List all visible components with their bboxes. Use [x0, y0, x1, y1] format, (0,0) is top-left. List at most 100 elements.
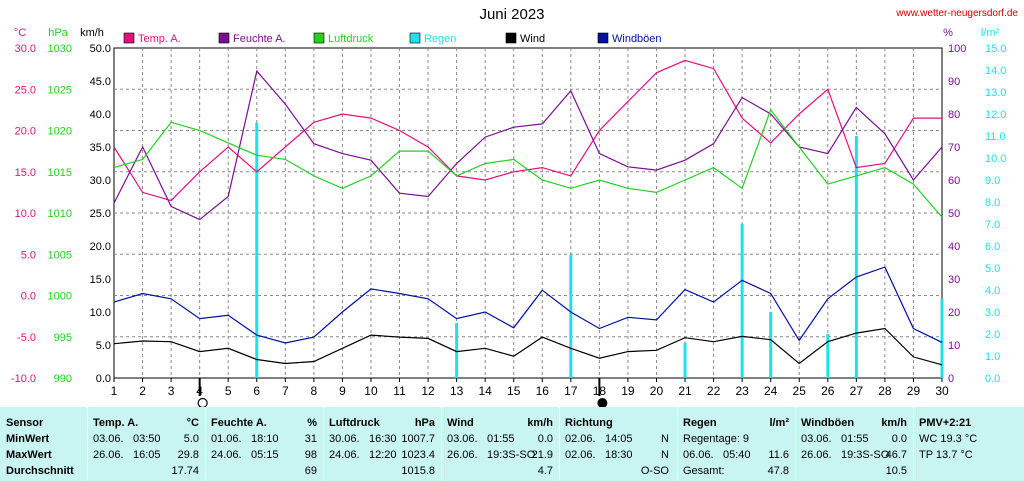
regen-max-time: 05:40 [723, 449, 751, 461]
windboeen-header: Windböen [801, 417, 855, 429]
wind-axis-tick: 5.0 [96, 340, 111, 352]
x-tick-label: 24 [764, 384, 778, 398]
feuchte-unit: % [307, 417, 317, 429]
chart-title: Juni 2023 [479, 6, 545, 23]
stats-col-pmv: PMV+2:21 WC 19.3 °C TP 13.7 °C [915, 407, 1024, 481]
x-tick-label: 13 [450, 384, 464, 398]
legend-swatch-luftdruck [313, 32, 325, 44]
luftdruck-header: Luftdruck [329, 417, 380, 429]
site-url[interactable]: www.wetter-neugersdorf.de [896, 8, 1018, 19]
rain-axis-tick: 13.0 [985, 87, 1006, 99]
wind-axis-tick: 40.0 [90, 109, 111, 121]
rain-axis-tick: 12.0 [985, 109, 1006, 121]
stats-col-temp: Temp. A. °C 03.06. 03:50 5.0 26.06. 16:0… [89, 407, 206, 481]
legend-swatch-windboeen [597, 32, 609, 44]
rain-bar [769, 312, 773, 378]
x-tick-label: 2 [139, 384, 146, 398]
x-tick-label: 23 [735, 384, 749, 398]
rain-bar [826, 334, 830, 378]
richtung-max-time: 18:30 [605, 449, 633, 461]
temp-unit: °C [186, 417, 199, 429]
rain-axis-tick: 3.0 [985, 307, 1000, 319]
x-tick-label: 29 [907, 384, 921, 398]
richtung-max-date: 02.06. [565, 449, 596, 461]
stats-col-windboeen: Windböen km/h 03.06. 01:55 0.0 26.06. 19… [797, 407, 914, 481]
wind-axis-tick: 10.0 [90, 307, 111, 319]
rain-axis-tick: 9.0 [985, 175, 1000, 187]
windboeen-avg: 10.5 [885, 465, 907, 477]
windboeen-max: 46.7 [885, 449, 907, 461]
feuchte-max-time: 05:15 [251, 449, 279, 461]
regen-unit: l/m² [769, 417, 789, 429]
wind-axis-tick: 35.0 [90, 142, 111, 154]
rain-axis-tick: 8.0 [985, 197, 1000, 209]
temp-max: 29.8 [177, 449, 199, 461]
pressure-axis-tick: 990 [54, 373, 72, 385]
x-tick-label: 11 [393, 384, 406, 398]
luftdruck-unit: hPa [414, 417, 435, 429]
wind-unit: km/h [527, 417, 553, 429]
humidity-axis-unit: % [943, 27, 953, 39]
humidity-axis-tick: 80 [948, 109, 960, 121]
legend-label-windboeen: Windböen [612, 33, 662, 45]
temp-axis-tick: 30.0 [15, 43, 36, 55]
rain-axis-tick: 11.0 [985, 131, 1006, 143]
pmv-header: PMV+2:21 [919, 417, 972, 429]
temp-header: Temp. A. [93, 417, 139, 429]
regen-max-date: 06.06. [683, 449, 714, 461]
windboeen-min-time: 01:55 [841, 433, 869, 445]
richtung-avg: O-SO [640, 465, 669, 477]
windboeen-unit: km/h [881, 417, 907, 429]
humidity-axis-tick: 60 [948, 175, 960, 187]
wind-axis-tick: 50.0 [90, 43, 111, 55]
humidity-axis-tick: 30 [948, 274, 960, 286]
rain-bar [854, 136, 858, 378]
feuchte-min-time: 18:10 [251, 433, 279, 445]
wind-axis-tick: 45.0 [90, 76, 111, 88]
humidity-axis-tick: 50 [948, 208, 960, 220]
wind-max-date: 26.06. [447, 449, 478, 461]
x-tick-label: 15 [507, 384, 521, 398]
series-line-luftdruck [113, 108, 943, 218]
rain-axis-tick: 7.0 [985, 219, 1000, 231]
wind-axis-tick: 15.0 [90, 274, 111, 286]
wind-max: 21.9 [531, 449, 553, 461]
rain-axis-tick: 5.0 [985, 263, 1000, 275]
temp-axis-tick: 0.0 [21, 291, 36, 303]
luftdruck-max: 1023.4 [401, 449, 435, 461]
pressure-axis-tick: 1030 [48, 43, 72, 55]
regen-header: Regen [683, 417, 717, 429]
feuchte-max-date: 24.06. [211, 449, 242, 461]
x-tick-label: 27 [850, 384, 864, 398]
pressure-axis-tick: 995 [54, 332, 72, 344]
legend-label-feuchte: Feuchte A. [233, 33, 286, 45]
x-tick-label: 17 [564, 384, 578, 398]
temp-min-date: 03.06. [93, 433, 124, 445]
x-tick-label: 19 [621, 384, 635, 398]
rain-axis-tick: 1.0 [985, 351, 1000, 363]
sensor-header: Sensor [6, 417, 44, 429]
stats-panel: Sensor MinWert MaxWert Durchschnitt Temp… [0, 407, 1024, 481]
rain-axis-unit: l/m² [981, 27, 1000, 39]
rain-axis-tick: 6.0 [985, 241, 1000, 253]
pressure-axis-tick: 1010 [48, 208, 72, 220]
stats-col-regen: Regen l/m² Regentage: 9 06.06. 05:40 11.… [679, 407, 796, 481]
richtung-max: N [661, 449, 669, 461]
wind-min: 0.0 [537, 433, 553, 445]
rain-axis-tick: 4.0 [985, 285, 1000, 297]
pressure-axis-unit: hPa [48, 27, 68, 39]
legend-label-regen: Regen [424, 33, 456, 45]
regen-tage: Regentage: 9 [683, 433, 750, 445]
wind-avg: 4.7 [537, 465, 553, 477]
wind-min-time: 01:55 [487, 433, 515, 445]
windboeen-min-date: 03.06. [801, 433, 832, 445]
humidity-axis-tick: 70 [948, 142, 960, 154]
luftdruck-max-date: 24.06. [329, 449, 360, 461]
x-tick-label: 26 [821, 384, 835, 398]
x-tick-label: 7 [282, 384, 289, 398]
pressure-axis-tick: 1000 [48, 291, 72, 303]
x-tick-label: 20 [650, 384, 664, 398]
x-tick-label: 9 [339, 384, 346, 398]
stats-col-wind: Wind km/h 03.06. 01:55 0.0 26.06. 19:3S-… [443, 407, 560, 481]
wind-max-time: 19:3S-SO [487, 449, 536, 461]
